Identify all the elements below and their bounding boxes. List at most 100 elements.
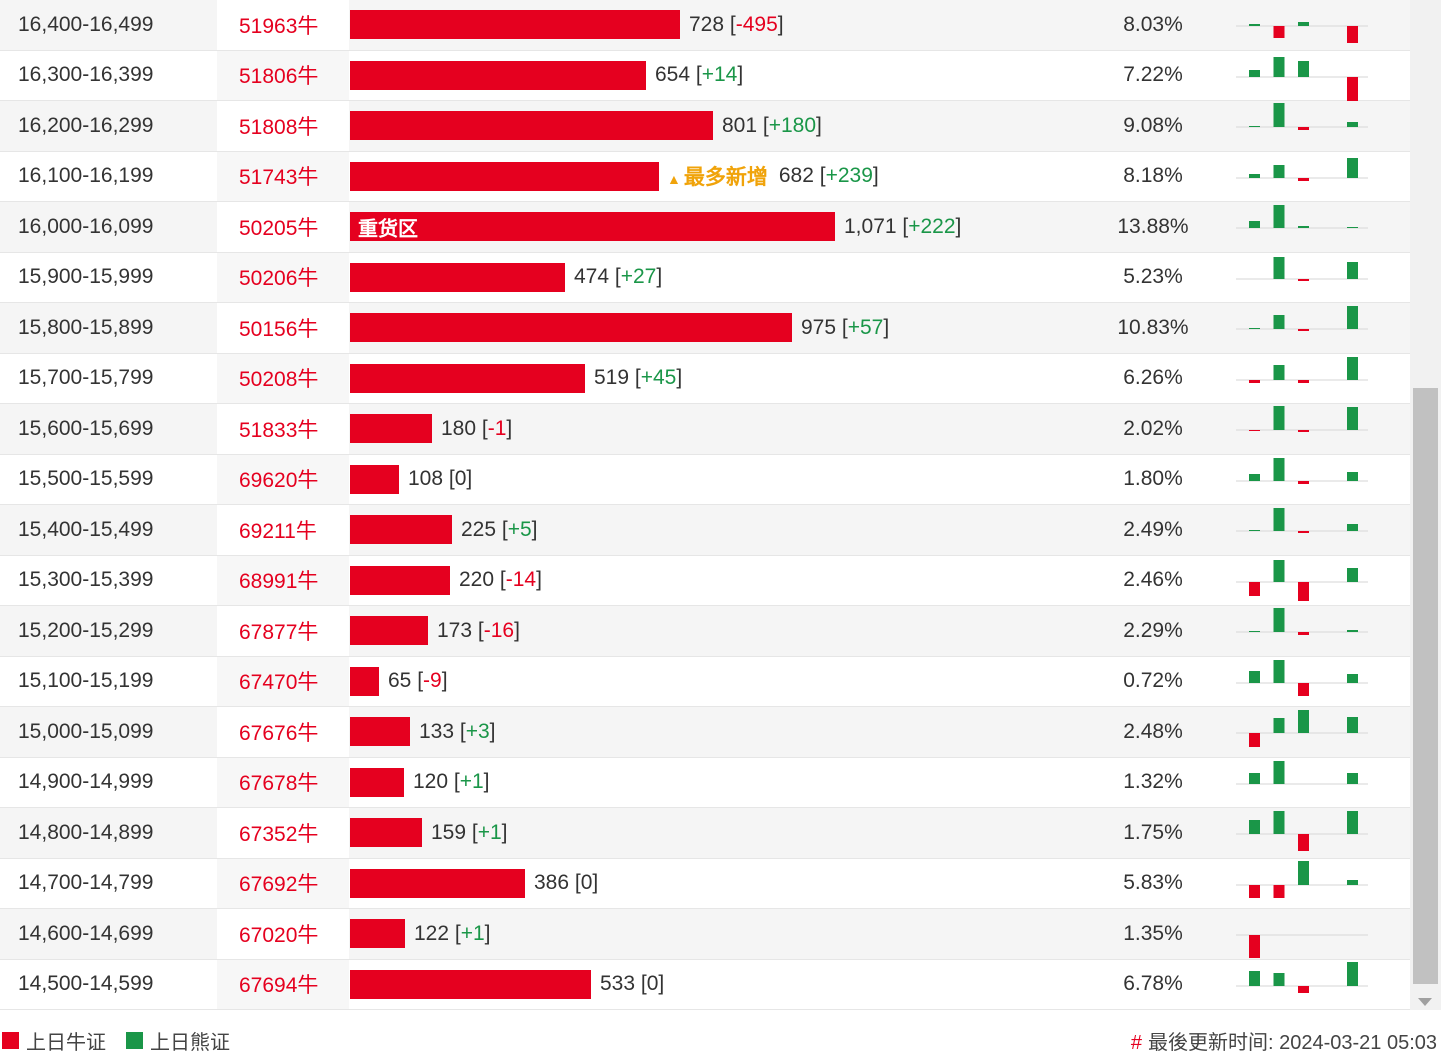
warrant-code[interactable]: 51963牛 [217, 0, 349, 50]
volume-bar-cell: 173 [-16] [350, 606, 1410, 656]
table-row[interactable]: 15,600-15,699 51833牛 180 [-1] 2.02% [0, 404, 1410, 455]
warrant-code[interactable]: 51808牛 [217, 101, 349, 151]
warrant-code[interactable]: 67676牛 [217, 707, 349, 757]
warrant-code[interactable]: 51743牛 [217, 151, 349, 201]
table-row[interactable]: 15,400-15,499 69211牛 225 [+5] 2.49% [0, 505, 1410, 556]
volume-bar-cell: 180 [-1] [350, 404, 1410, 454]
warrant-code[interactable]: 51833牛 [217, 404, 349, 454]
sparkline-bar [1249, 24, 1260, 26]
warrant-code[interactable]: 51806牛 [217, 50, 349, 100]
sparkline-bar [1347, 306, 1358, 329]
scrollbar-thumb[interactable] [1413, 388, 1438, 984]
sparkline-bar [1273, 56, 1285, 77]
sparkline-bar [1298, 60, 1309, 77]
volume-bar-cell: 133 [+3] [350, 707, 1410, 757]
table-row[interactable]: 16,200-16,299 51808牛 801 [+180] 9.08% [0, 101, 1410, 152]
table-row[interactable]: 15,500-15,599 69620牛 108 [0] 1.80% [0, 454, 1410, 505]
volume-value: 173 [437, 618, 473, 642]
volume-bar-cell: 654 [+14] [350, 51, 1410, 101]
footer: 上日牛证 上日熊证 # 最後更新时间: 2024-03-21 05:03 [0, 1020, 1441, 1055]
warrant-code[interactable]: 50206牛 [217, 252, 349, 302]
volume-text: 120 [+1] [413, 770, 490, 794]
bull-swatch-icon [2, 1032, 19, 1049]
legend-bear: 上日熊证 [126, 1026, 230, 1055]
volume-change: +239 [825, 164, 873, 188]
table-row[interactable]: 15,000-15,099 67676牛 133 [+3] 2.48% [0, 707, 1410, 758]
sparkline-bar [1298, 531, 1309, 533]
volume-change: +57 [847, 315, 884, 339]
warrant-code[interactable]: 67694牛 [217, 959, 349, 1009]
vertical-scrollbar[interactable] [1410, 0, 1441, 1010]
sparkline-bar [1273, 811, 1285, 834]
sparkline-bar [1298, 278, 1309, 281]
price-range: 15,500-15,599 [18, 467, 154, 491]
table-row[interactable]: 14,900-14,999 67678牛 120 [+1] 1.32% [0, 757, 1410, 808]
table-row[interactable]: 15,300-15,399 68991牛 220 [-14] 2.46% [0, 555, 1410, 606]
volume-text: 220 [-14] [459, 568, 542, 592]
table-row[interactable]: 16,400-16,499 51963牛 728 [-495] 8.03% [0, 0, 1410, 51]
warrant-code[interactable]: 67352牛 [217, 808, 349, 858]
volume-change: +1 [460, 921, 485, 945]
table-row[interactable]: 16,100-16,199 51743牛 ▲ 最多新增 682 [+239] 8.18% [0, 151, 1410, 202]
legend-bear-label: 上日熊证 [150, 1032, 230, 1054]
sparkline-bar [1249, 430, 1260, 431]
volume-value: 519 [594, 366, 630, 390]
volume-value: 975 [801, 315, 837, 339]
table-row[interactable]: 15,700-15,799 50208牛 519 [+45] 6.26% [0, 353, 1410, 404]
warrant-code[interactable]: 67678牛 [217, 757, 349, 807]
warrant-code[interactable]: 67020牛 [217, 909, 349, 959]
volume-bar [350, 818, 422, 848]
sparkline-bar [1249, 631, 1260, 632]
sparkline-bar [1298, 710, 1309, 733]
volume-value: 133 [419, 719, 455, 743]
price-range: 16,300-16,399 [18, 63, 154, 87]
flow-sparkline [1236, 103, 1368, 130]
flow-sparkline [1236, 934, 1368, 958]
warrant-code[interactable]: 69620牛 [217, 454, 349, 504]
warrant-code[interactable]: 67692牛 [217, 858, 349, 908]
table-row[interactable]: 16,300-16,399 51806牛 654 [+14] 7.22% [0, 50, 1410, 101]
warrant-code[interactable]: 67877牛 [217, 606, 349, 656]
volume-value: 159 [431, 820, 467, 844]
sparkline-bar [1273, 559, 1285, 582]
table-row[interactable]: 16,000-16,099 50205牛 重货区 1,071 [+222] 13.88% [0, 202, 1410, 253]
sparkline-bar [1273, 508, 1285, 531]
sparkline-bar [1249, 126, 1260, 127]
scroll-down-arrow-icon[interactable] [1418, 998, 1432, 1006]
warrant-code[interactable]: 69211牛 [217, 505, 349, 555]
warrant-code[interactable]: 50156牛 [217, 303, 349, 353]
table-row[interactable]: 14,700-14,799 67692牛 386 [0] 5.83% [0, 858, 1410, 909]
table-row[interactable]: 15,900-15,999 50206牛 474 [+27] 5.23% [0, 252, 1410, 303]
volume-value: 108 [408, 467, 444, 491]
table-row[interactable]: 14,800-14,899 67352牛 159 [+1] 1.75% [0, 808, 1410, 859]
table-row[interactable]: 15,200-15,299 67877牛 173 [-16] 2.29% [0, 606, 1410, 657]
table-row[interactable]: 14,600-14,699 67020牛 122 [+1] 1.35% [0, 909, 1410, 960]
volume-bar-cell: 108 [0] [350, 455, 1410, 505]
volume-bar-cell: 220 [-14] [350, 556, 1410, 606]
warrant-code[interactable]: 50208牛 [217, 353, 349, 403]
table-row[interactable]: 14,500-14,599 67694牛 533 [0] 6.78% [0, 959, 1410, 1010]
volume-value: 682 [778, 164, 814, 188]
warrant-code[interactable]: 68991牛 [217, 555, 349, 605]
volume-bar [350, 363, 585, 393]
last-updated-text: 最後更新时间: 2024-03-21 05:03 [1147, 1032, 1437, 1054]
volume-change: +27 [620, 265, 657, 289]
table-row[interactable]: 15,100-15,199 67470牛 65 [-9] 0.72% [0, 656, 1410, 707]
sparkline-bar [1298, 430, 1309, 432]
sparkline-bar [1273, 718, 1285, 733]
warrant-code[interactable]: 67470牛 [217, 656, 349, 706]
volume-bar [350, 616, 428, 646]
sparkline-bar [1273, 760, 1285, 784]
volume-bar-cell: ▲ 最多新增 682 [+239] [350, 152, 1410, 202]
percentage: 9.08% [1123, 113, 1183, 137]
warrant-code[interactable]: 50205牛 [217, 202, 349, 252]
volume-value: 474 [574, 265, 610, 289]
volume-bar [350, 111, 713, 141]
volume-text: 474 [+27] [574, 265, 663, 289]
table-row[interactable]: 15,800-15,899 50156牛 975 [+57] 10.83% [0, 303, 1410, 354]
volume-text: 133 [+3] [419, 719, 496, 743]
flow-sparkline [1236, 306, 1368, 331]
volume-change: +14 [701, 63, 738, 87]
sparkline-bar [1249, 581, 1260, 596]
sparkline-bar [1273, 364, 1285, 380]
